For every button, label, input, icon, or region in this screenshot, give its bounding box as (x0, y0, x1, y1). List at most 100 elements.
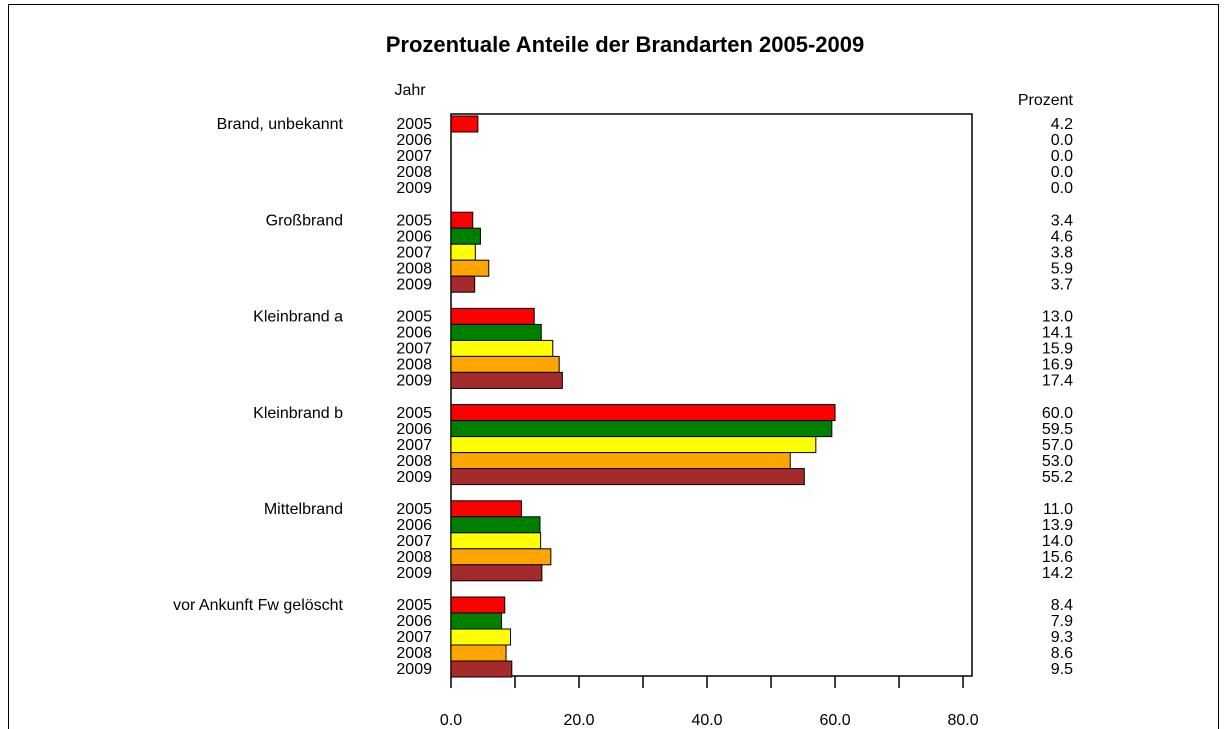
plot-area (450, 113, 973, 677)
value-label: 15.6 (1042, 549, 1073, 566)
year-label: 2008 (396, 357, 432, 374)
year-label: 2005 (396, 597, 432, 614)
year-label: 2009 (396, 180, 432, 197)
year-label: 2009 (396, 373, 432, 390)
bar (450, 596, 506, 614)
value-label: 0.0 (1051, 180, 1073, 197)
bar (450, 516, 541, 534)
value-label: 7.9 (1051, 613, 1073, 630)
x-tick-label: 20.0 (563, 712, 594, 729)
x-tick-label: 0.0 (440, 712, 462, 729)
bar (450, 227, 481, 245)
y-axis-label: Jahr (394, 82, 426, 99)
value-label: 3.7 (1051, 276, 1073, 293)
year-label: 2008 (396, 549, 432, 566)
year-label: 2007 (396, 341, 432, 358)
value-label: 8.4 (1051, 597, 1073, 614)
value-label: 14.1 (1042, 325, 1073, 342)
x-tick-label: 40.0 (691, 712, 722, 729)
year-label: 2009 (396, 276, 432, 293)
value-label: 4.2 (1051, 116, 1073, 133)
value-label: 15.9 (1042, 341, 1073, 358)
value-label: 57.0 (1042, 437, 1073, 454)
bar (450, 532, 542, 550)
value-label: 53.0 (1042, 453, 1073, 470)
bar (450, 468, 805, 486)
year-label: 2005 (396, 212, 432, 229)
bar (450, 436, 817, 454)
value-label: 59.5 (1042, 421, 1073, 438)
year-label: 2006 (396, 517, 432, 534)
year-label: 2006 (396, 613, 432, 630)
value-label: 3.8 (1051, 244, 1073, 261)
x-tick-label: 60.0 (819, 712, 850, 729)
bar (450, 307, 535, 325)
year-label: 2005 (396, 405, 432, 422)
value-label: 0.0 (1051, 164, 1073, 181)
bar (450, 564, 543, 582)
bar (450, 660, 513, 678)
year-label: 2008 (396, 453, 432, 470)
value-label: 4.6 (1051, 228, 1073, 245)
bar (450, 420, 833, 438)
year-label: 2007 (396, 244, 432, 261)
year-label: 2007 (396, 148, 432, 165)
bar (450, 548, 552, 566)
year-label: 2009 (396, 469, 432, 486)
value-label: 0.0 (1051, 148, 1073, 165)
bar (450, 452, 791, 470)
bar (450, 644, 507, 662)
category-label: vor Ankunft Fw gelöscht (173, 597, 343, 614)
bar (450, 259, 490, 277)
value-label: 13.9 (1042, 517, 1073, 534)
category-label: Mittelbrand (264, 501, 343, 518)
year-label: 2007 (396, 629, 432, 646)
year-label: 2005 (396, 309, 432, 326)
value-axis-label: Prozent (1018, 92, 1074, 109)
year-label: 2008 (396, 164, 432, 181)
year-label: 2009 (396, 565, 432, 582)
year-label: 2008 (396, 645, 432, 662)
value-label: 14.2 (1042, 565, 1073, 582)
value-label: 9.5 (1051, 661, 1073, 678)
category-label: Brand, unbekannt (217, 116, 344, 133)
value-label: 55.2 (1042, 469, 1073, 486)
bar (450, 500, 522, 518)
value-label: 13.0 (1042, 309, 1073, 326)
value-label: 17.4 (1042, 373, 1073, 390)
value-label: 0.0 (1051, 132, 1073, 149)
bar (450, 612, 503, 630)
value-label: 14.0 (1042, 533, 1073, 550)
year-label: 2007 (396, 437, 432, 454)
year-label: 2009 (396, 661, 432, 678)
value-label: 8.6 (1051, 645, 1073, 662)
category-label: Großbrand (266, 212, 343, 229)
bar (450, 371, 563, 389)
category-label: Kleinbrand a (253, 309, 343, 326)
bar (450, 323, 542, 341)
bar (450, 355, 560, 373)
year-label: 2006 (396, 325, 432, 342)
value-label: 11.0 (1043, 501, 1073, 518)
x-tick-label: 80.0 (947, 712, 978, 729)
bar (450, 115, 479, 133)
value-label: 3.4 (1051, 212, 1073, 229)
bar (450, 211, 474, 229)
bar (450, 628, 512, 646)
bar (450, 275, 476, 293)
year-label: 2006 (396, 421, 432, 438)
chart-title: Prozentuale Anteile der Brandarten 2005-… (386, 32, 864, 57)
value-label: 16.9 (1042, 357, 1073, 374)
year-label: 2006 (396, 228, 432, 245)
value-label: 5.9 (1051, 260, 1073, 277)
year-label: 2006 (396, 132, 432, 149)
bar (450, 404, 836, 422)
year-label: 2005 (396, 116, 432, 133)
category-label: Kleinbrand b (253, 405, 343, 422)
value-label: 60.0 (1042, 405, 1073, 422)
value-label: 9.3 (1051, 629, 1073, 646)
year-label: 2007 (396, 533, 432, 550)
bar (450, 243, 476, 261)
bar (450, 339, 554, 357)
